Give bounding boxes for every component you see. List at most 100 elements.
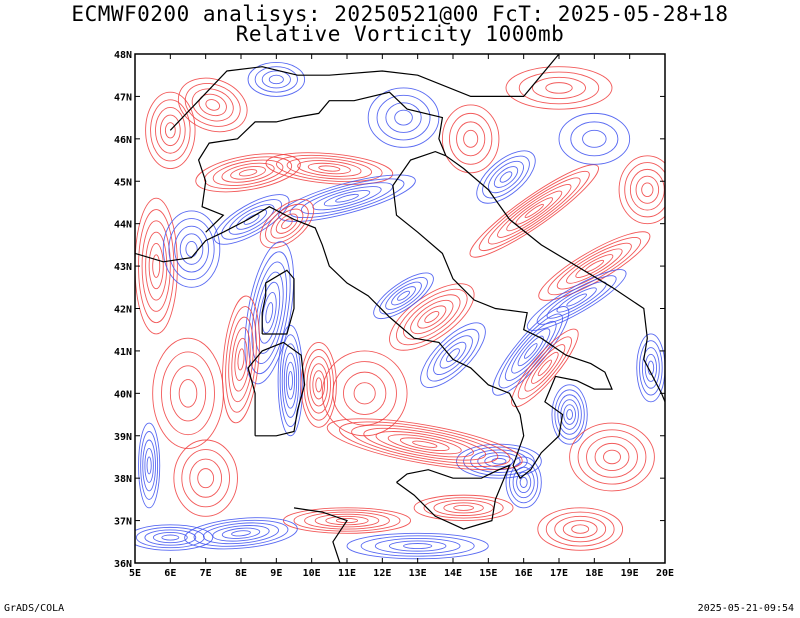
negative-vorticity-contours — [135, 524, 214, 551]
contour-line — [174, 225, 209, 273]
contour-line — [412, 440, 438, 448]
contour-line — [424, 310, 440, 323]
contour-line — [566, 248, 623, 284]
contour-line — [159, 114, 181, 147]
y-tick-label: 36N — [114, 559, 132, 570]
sicily-outline — [396, 464, 511, 530]
contour-line — [213, 194, 290, 245]
contour-line — [221, 199, 283, 240]
contour-line — [566, 293, 587, 307]
contour-line — [523, 343, 538, 359]
contour-line — [282, 507, 412, 534]
contour-line — [315, 377, 323, 393]
contour-line — [261, 291, 277, 334]
contour-line — [571, 524, 590, 534]
x-tick-label: 16E — [515, 568, 533, 579]
x-tick-label: 9E — [270, 568, 282, 579]
y-tick-label: 45N — [114, 177, 132, 188]
positive-vorticity-contours — [145, 91, 196, 169]
contour-line — [306, 356, 331, 414]
positive-vorticity-contours — [326, 418, 523, 471]
negative-vorticity-contours — [373, 272, 434, 320]
positive-vorticity-contours — [389, 283, 475, 351]
contour-line — [184, 517, 298, 550]
contour-line — [560, 399, 579, 430]
contour-line — [532, 76, 586, 99]
contour-line — [394, 109, 413, 126]
contour-line — [326, 418, 523, 471]
contour-line — [554, 515, 607, 543]
contour-line — [487, 177, 581, 245]
contour-line — [456, 121, 486, 157]
contour-line — [261, 70, 291, 89]
x-tick-label: 15E — [479, 568, 497, 579]
contour-line — [221, 162, 275, 183]
contour-line — [531, 351, 559, 384]
negative-vorticity-contours — [492, 306, 570, 396]
contour-line — [353, 382, 376, 405]
negative-vorticity-contours — [244, 241, 295, 385]
tunisia-coast-outline — [293, 507, 348, 563]
contour-line — [193, 519, 289, 547]
corsica-outline — [261, 269, 295, 335]
contour-line — [251, 261, 288, 364]
contour-line — [376, 94, 431, 141]
contour-line — [545, 511, 615, 547]
contour-line — [492, 306, 570, 396]
x-tick-label: 10E — [303, 568, 321, 579]
contour-line — [212, 159, 284, 186]
contour-line — [275, 213, 299, 234]
contour-line — [426, 328, 480, 382]
x-tick-label: 18E — [585, 568, 603, 579]
y-tick-label: 37N — [114, 517, 132, 528]
contour-line — [179, 233, 204, 265]
software-credit: GrADS/COLA — [4, 603, 65, 614]
contour-line — [524, 344, 566, 392]
contour-line — [351, 424, 499, 464]
contour-line — [538, 231, 651, 301]
contour-line — [189, 458, 223, 498]
contour-line — [228, 204, 275, 235]
contour-line — [360, 535, 475, 557]
contour-line — [197, 468, 215, 489]
contour-line — [363, 427, 487, 461]
positive-vorticity-contours — [441, 104, 500, 174]
contour-line — [385, 102, 422, 133]
contour-line — [221, 527, 261, 539]
contour-line — [144, 448, 154, 483]
contour-line — [504, 320, 557, 381]
contour-line — [135, 524, 214, 551]
contour-line — [238, 169, 258, 177]
swiss-border-outline — [169, 54, 560, 131]
contour-line — [562, 520, 598, 538]
y-tick-label: 38N — [114, 474, 132, 485]
contour-line — [379, 277, 428, 315]
contour-line — [375, 431, 474, 458]
positive-vorticity-contours — [569, 422, 655, 492]
contour-line — [222, 295, 260, 424]
negative-vorticity-contours — [213, 194, 290, 245]
contour-line — [225, 306, 257, 413]
contour-line — [569, 422, 655, 492]
contour-line — [586, 436, 638, 478]
positive-vorticity-contours — [469, 164, 599, 258]
contour-line — [135, 526, 205, 549]
x-tick-label: 8E — [235, 568, 247, 579]
contour-line — [547, 237, 642, 296]
contour-line — [265, 152, 394, 185]
contour-line — [639, 340, 663, 396]
contour-line — [140, 431, 159, 500]
contour-line — [453, 504, 474, 511]
contour-line — [148, 243, 164, 290]
contour-line — [202, 522, 280, 545]
positive-vorticity-contours — [282, 507, 412, 534]
contour-line — [463, 446, 535, 476]
positive-vorticity-contours — [618, 155, 665, 225]
contour-line — [478, 170, 590, 252]
positive-vorticity-contours — [300, 341, 337, 428]
contour-line — [325, 515, 369, 526]
contour-line — [397, 290, 410, 301]
contour-line — [536, 275, 617, 325]
positive-vorticity-contours — [511, 328, 579, 408]
